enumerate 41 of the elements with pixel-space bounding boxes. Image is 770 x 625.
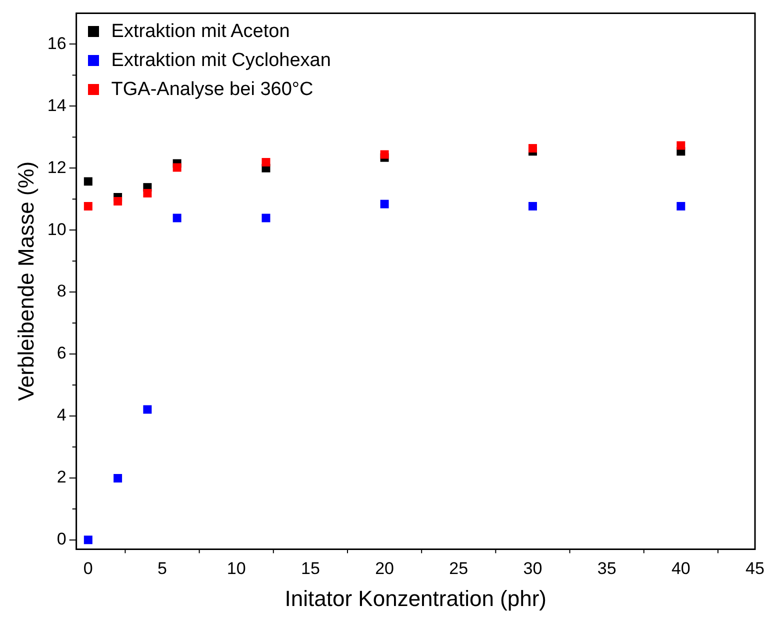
point bbox=[528, 202, 537, 210]
x-tick-label: 5 bbox=[158, 559, 167, 578]
x-tick-label: 10 bbox=[226, 559, 246, 578]
point bbox=[114, 197, 122, 206]
point bbox=[262, 158, 270, 166]
point bbox=[84, 202, 92, 210]
x-tick-label: 15 bbox=[300, 559, 320, 578]
point bbox=[114, 474, 122, 482]
point bbox=[380, 150, 389, 159]
y-tick-label: 16 bbox=[47, 34, 66, 53]
point bbox=[84, 177, 92, 186]
point bbox=[380, 200, 389, 208]
y-tick-label: 2 bbox=[56, 468, 66, 487]
y-tick-label: 6 bbox=[56, 344, 66, 363]
y-tick-label: 12 bbox=[47, 158, 66, 177]
x-axis-title: Initator Konzentration (phr) bbox=[284, 586, 547, 611]
point bbox=[143, 405, 152, 414]
x-tick-label: 30 bbox=[523, 559, 542, 578]
y-tick-label: 4 bbox=[56, 406, 66, 425]
y-axis-title: Verbleibende Masse (%) bbox=[13, 161, 38, 402]
point bbox=[143, 188, 152, 198]
y-tick-label: 8 bbox=[56, 282, 66, 301]
x-tick-label: 45 bbox=[746, 559, 764, 578]
legend-label: TGA-Analyse bei 360°C bbox=[111, 78, 314, 102]
point bbox=[172, 163, 182, 172]
y-tick-label: 0 bbox=[56, 530, 66, 549]
y-tick-label: 14 bbox=[47, 96, 66, 115]
x-tick-label: 0 bbox=[83, 559, 93, 578]
point bbox=[262, 214, 270, 222]
legend-label: Extraktion mit Cyclohexan bbox=[111, 49, 331, 74]
x-tick-label: 40 bbox=[671, 559, 690, 578]
y-tick-label: 10 bbox=[47, 220, 66, 239]
x-tick-label: 20 bbox=[375, 559, 394, 578]
point bbox=[676, 141, 686, 150]
point bbox=[676, 202, 686, 210]
x-tick-label: 35 bbox=[597, 559, 616, 578]
point bbox=[528, 144, 537, 153]
x-tick-label: 25 bbox=[449, 559, 468, 578]
point bbox=[172, 214, 182, 222]
legend-label: Extraktion mit Aceton bbox=[111, 20, 290, 44]
point bbox=[84, 536, 92, 544]
